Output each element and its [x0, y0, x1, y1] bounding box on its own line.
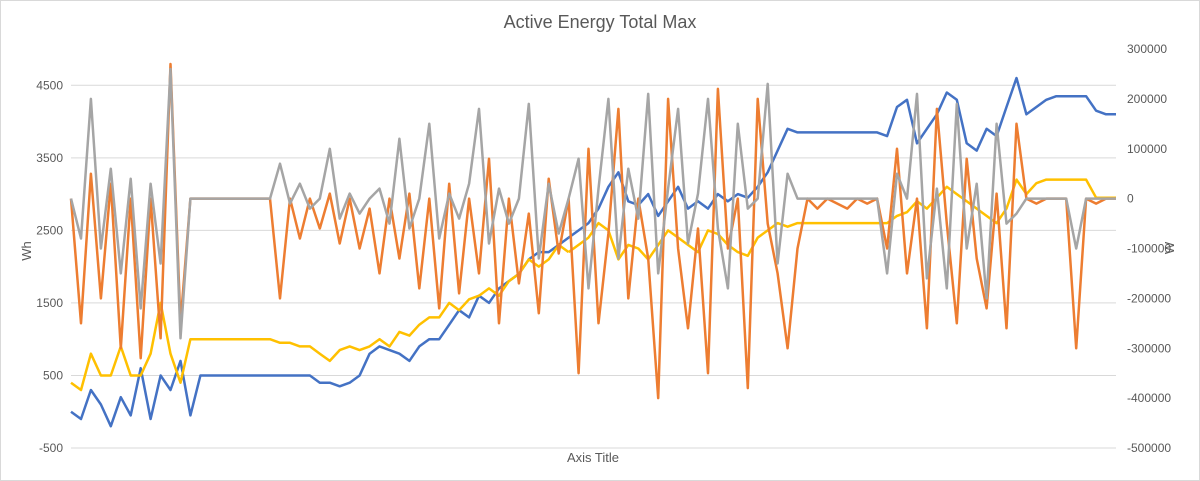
y-right-tick-label: 300000 [1127, 42, 1167, 56]
chart-title: Active Energy Total Max [504, 12, 697, 32]
y-right-tick-label: -500000 [1127, 441, 1171, 455]
y-right-tick-label: -100000 [1127, 242, 1171, 256]
y-left-tick-label: 500 [43, 368, 63, 382]
x-axis-label: Axis Title [567, 450, 619, 465]
y-axis-left-ticks: -500 500 1500 2500 3500 4500 [36, 78, 63, 455]
y-axis-left-label: Wh [19, 241, 34, 261]
series-line-series-1-continued [567, 76, 1116, 239]
y-right-tick-label: -200000 [1127, 291, 1171, 305]
y-right-tick-label: -300000 [1127, 341, 1171, 355]
series-line-series-2-continued [567, 178, 1116, 261]
y-left-tick-label: 4500 [36, 78, 63, 92]
series-line-series-2 [70, 243, 570, 392]
y-right-tick-label: 100000 [1127, 142, 1167, 156]
series-line-series-4 [69, 67, 570, 340]
y-left-tick-label: 3500 [36, 151, 63, 165]
y-axis-right-ticks: -500000 -400000 -300000 -200000 -100000 0 1000… [1127, 42, 1171, 455]
y-left-tick-label: 2500 [36, 223, 63, 237]
series-lines [69, 62, 1116, 428]
y-left-tick-label: -500 [39, 441, 63, 455]
y-left-tick-label: 1500 [36, 296, 63, 310]
y-right-tick-label: 200000 [1127, 92, 1167, 106]
series-line-series-1 [70, 236, 570, 428]
series-line-series-3-continued [567, 87, 1116, 400]
series-line-series-4-continued [567, 82, 1116, 300]
y-axis-right-label: W [1162, 241, 1177, 254]
y-right-tick-label: -400000 [1127, 391, 1171, 405]
y-right-tick-label: 0 [1127, 192, 1134, 206]
